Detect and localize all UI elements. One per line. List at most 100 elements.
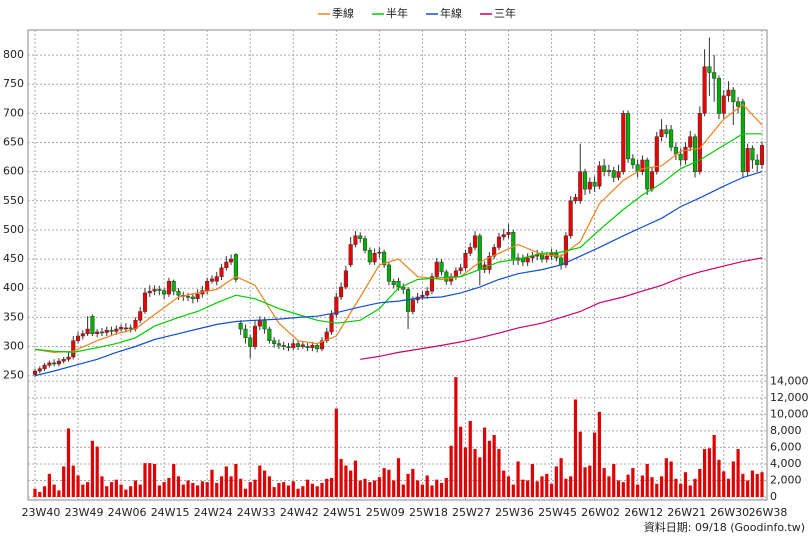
volume-bar bbox=[253, 479, 257, 497]
volume-bar bbox=[597, 411, 601, 497]
volume-bar bbox=[387, 469, 391, 497]
candle-body bbox=[71, 340, 76, 358]
volume-bar bbox=[219, 476, 224, 497]
candle-body bbox=[382, 251, 387, 266]
volume-bar bbox=[52, 484, 56, 497]
volume-bar bbox=[248, 482, 252, 497]
volume-bar bbox=[272, 487, 276, 497]
x-tick-label: 24W06 bbox=[108, 506, 147, 519]
candle-body bbox=[434, 261, 439, 277]
candle-body bbox=[472, 235, 478, 248]
volume-bar bbox=[540, 476, 544, 497]
candle-body bbox=[286, 346, 291, 348]
volume-bar bbox=[224, 466, 228, 497]
ma-line bbox=[360, 257, 763, 360]
candle-body bbox=[606, 170, 611, 172]
volume-bar bbox=[100, 476, 104, 497]
x-tick-label: 24W42 bbox=[280, 506, 319, 519]
volume-bar bbox=[535, 481, 539, 497]
volume-bar bbox=[239, 478, 243, 497]
volume-bar bbox=[416, 480, 420, 497]
volume-bar bbox=[124, 489, 128, 497]
y-tick-label: 400 bbox=[3, 281, 24, 294]
volume-bar bbox=[62, 466, 66, 497]
candle-body bbox=[123, 327, 128, 330]
source-note: 資料日期: 09/18 (Goodinfo.tw) bbox=[644, 520, 805, 534]
volume-bar bbox=[105, 486, 109, 497]
candle-body bbox=[310, 345, 315, 348]
candle-body bbox=[90, 315, 95, 334]
candle-body bbox=[731, 89, 736, 102]
volume-bar bbox=[530, 463, 535, 497]
volume-bar bbox=[353, 460, 358, 497]
candle-body bbox=[162, 290, 167, 295]
candle-body bbox=[166, 280, 171, 295]
y-tick-label: 700 bbox=[3, 106, 24, 119]
volume-bar bbox=[717, 459, 721, 497]
candle-body bbox=[104, 329, 109, 333]
candle-body bbox=[243, 328, 248, 339]
volume-bar bbox=[573, 399, 578, 497]
candle-body bbox=[630, 158, 635, 165]
volume-bar bbox=[621, 482, 625, 497]
volume-bar bbox=[679, 483, 683, 497]
candle-body bbox=[157, 289, 162, 291]
volume-bar bbox=[736, 449, 740, 497]
volume-bar bbox=[282, 482, 286, 497]
volume-bar bbox=[435, 479, 439, 497]
y2-tick-label: 6,000 bbox=[770, 440, 802, 453]
y2-tick-label: 8,000 bbox=[770, 424, 802, 437]
volume-bar bbox=[497, 449, 501, 497]
volume-bar bbox=[439, 482, 444, 497]
candle-body bbox=[276, 343, 281, 346]
volume-bar bbox=[478, 457, 482, 497]
volume-bar bbox=[468, 420, 472, 497]
candle-body bbox=[32, 370, 38, 375]
candle-body bbox=[425, 290, 430, 296]
volume-bar bbox=[81, 484, 85, 497]
volume-bar bbox=[234, 463, 238, 497]
volume-bar bbox=[205, 482, 209, 497]
volume-bar bbox=[559, 458, 563, 497]
volume-bar bbox=[741, 473, 745, 497]
volume-bar bbox=[506, 476, 511, 497]
candle-body bbox=[726, 89, 731, 97]
candle-body bbox=[233, 254, 238, 280]
volume-bar bbox=[306, 479, 310, 497]
volume-bar bbox=[334, 408, 338, 497]
volume-bar bbox=[162, 482, 166, 497]
candle-body bbox=[692, 136, 698, 172]
candle-body bbox=[487, 255, 492, 270]
candle-body bbox=[410, 299, 415, 312]
volume-bar bbox=[210, 469, 214, 497]
volume-bar bbox=[200, 481, 205, 497]
y-tick-label: 750 bbox=[3, 77, 24, 90]
candle-body bbox=[142, 292, 148, 312]
volume-bar bbox=[152, 463, 157, 497]
candle-body bbox=[47, 362, 52, 366]
volume-bar bbox=[746, 480, 750, 497]
candle-body bbox=[573, 197, 578, 202]
candle-body bbox=[348, 244, 353, 266]
volume-bar bbox=[703, 449, 707, 497]
candle-body bbox=[616, 171, 621, 178]
volume-bar bbox=[549, 483, 554, 497]
volume-bar bbox=[396, 458, 401, 497]
legend-label: 年線 bbox=[440, 6, 462, 20]
volume-bar bbox=[277, 482, 281, 497]
candle-body bbox=[444, 271, 449, 282]
volume-bar bbox=[325, 478, 329, 497]
candle-body bbox=[147, 290, 152, 294]
volume-bar bbox=[377, 477, 381, 497]
candle-body bbox=[759, 145, 765, 165]
candle-body bbox=[85, 328, 90, 334]
candle-body bbox=[669, 129, 674, 148]
candle-body bbox=[61, 359, 66, 362]
volume-bar bbox=[114, 479, 118, 497]
candle-body bbox=[229, 258, 234, 263]
candle-body bbox=[56, 360, 61, 365]
volume-bar bbox=[516, 461, 520, 497]
volume-bar bbox=[650, 477, 654, 497]
volume-bar bbox=[449, 445, 453, 497]
volume-bar bbox=[57, 490, 61, 497]
